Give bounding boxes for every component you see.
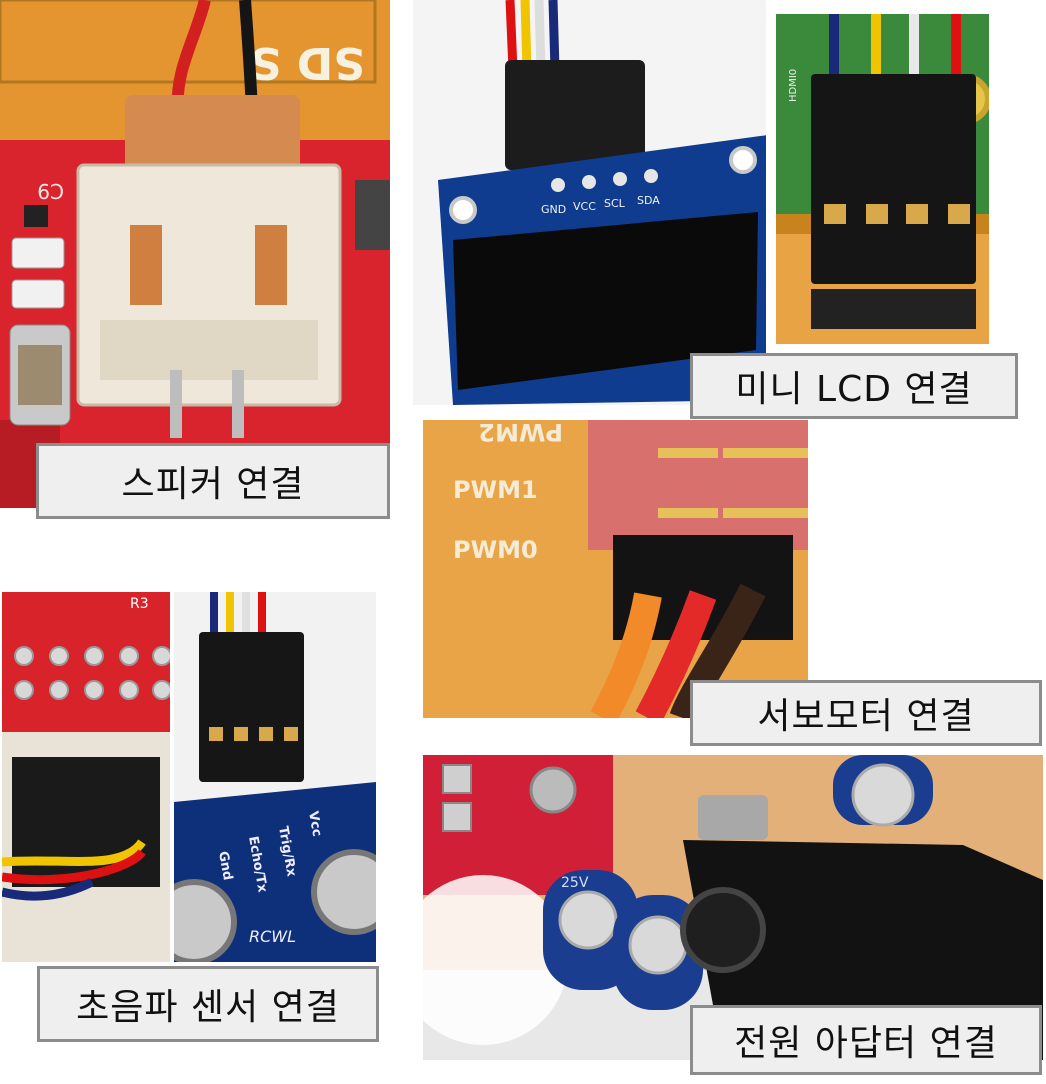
ultrasonic-sensor-photo: Gnd Echo/Tx Trig/Rx Vcc RCWL — [174, 592, 376, 962]
power-caption: 전원 아답터 연결 — [690, 1005, 1042, 1075]
lcd-pin-gnd: GND — [541, 203, 566, 216]
sonar-pin-gnd: Gnd — [215, 850, 235, 881]
capacitor-marking: 25V — [561, 875, 589, 891]
r3-silkscreen: R3 — [130, 596, 149, 612]
lcd-pin-sda: SDA — [637, 194, 660, 207]
rcwl-silkscreen: RCWL — [249, 927, 296, 946]
pwm2-silkscreen: PWM2 — [478, 420, 563, 446]
lcd-caption: 미니 LCD 연결 — [690, 353, 1018, 419]
speaker-connector-photo: SD S C9 — [0, 0, 390, 508]
speaker-caption: 스피커 연결 — [36, 443, 390, 519]
ultrasonic-caption: 초음파 센서 연결 — [37, 966, 379, 1042]
sonar-pin-vcc: Vcc — [305, 810, 324, 838]
pwm0-silkscreen: PWM0 — [453, 536, 538, 564]
lcd-pin-vcc: VCC — [573, 200, 596, 213]
hdmi-silkscreen: HDMI0 — [788, 69, 799, 102]
sd-silkscreen: SD S — [250, 37, 365, 88]
lcd-module-photo: GND VCC SCL SDA — [413, 0, 766, 405]
ultrasonic-board-photo: R3 — [2, 592, 170, 962]
pwm1-silkscreen: PWM1 — [453, 476, 538, 504]
servo-caption: 서보모터 연결 — [690, 680, 1042, 746]
servo-connector-photo: PWM2 PWM1 PWM0 — [423, 420, 808, 718]
c9-silkscreen: C9 — [37, 179, 64, 203]
lcd-pin-scl: SCL — [604, 197, 626, 210]
lcd-header-photo: HDMI0 — [776, 14, 989, 344]
